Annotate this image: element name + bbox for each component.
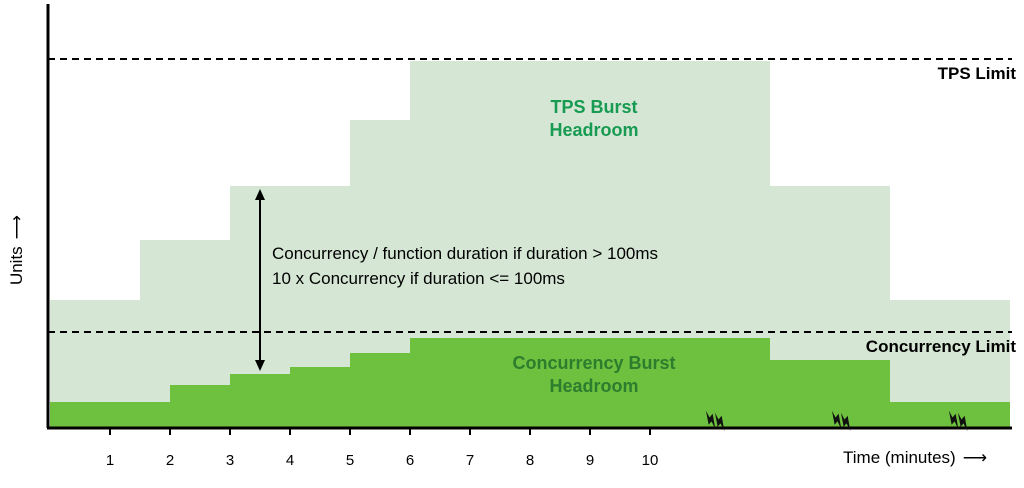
headroom-formula-line1: Concurrency / function duration if durat… xyxy=(272,244,659,263)
tps-burst-headroom-label-line1: TPS Burst xyxy=(550,97,638,117)
x-tick-label: 8 xyxy=(525,452,535,469)
y-axis-label: Units ⟶ xyxy=(7,215,27,285)
throttle-icon xyxy=(948,410,968,432)
x-tick-label: 1 xyxy=(105,452,115,469)
lightning-bolt xyxy=(957,412,968,432)
lightning-bolt xyxy=(705,410,716,430)
lightning-bolt xyxy=(714,412,725,432)
concurrency-area-shape xyxy=(50,338,1010,428)
headroom-formula-line2: 10 x Concurrency if duration <= 100ms xyxy=(272,268,565,288)
tps-limit-label: TPS Limit xyxy=(937,64,1016,83)
x-axis-label-text: Time (minutes) xyxy=(843,448,956,467)
lightning-bolt xyxy=(831,410,842,430)
x-tick-label: 3 xyxy=(225,452,235,469)
headroom-arrow-top-head xyxy=(255,189,265,200)
x-tick-label: 7 xyxy=(465,452,475,469)
concurrency-burst-headroom-label-line2: Headroom xyxy=(549,376,639,397)
x-axis-label: Time (minutes) ⟶ xyxy=(843,448,987,468)
lightning-bolt xyxy=(948,410,959,430)
x-tick-label: 4 xyxy=(285,452,295,469)
lightning-bolt xyxy=(840,412,851,432)
x-tick-label: 6 xyxy=(405,452,415,469)
tps-burst-headroom-label: TPS Burst Headroom xyxy=(549,96,638,143)
concurrency-limit-label: Concurrency Limit xyxy=(865,337,1016,356)
headroom-formula-annotation: Concurrency / function duration if durat… xyxy=(272,242,658,291)
y-axis-label-text: Units xyxy=(7,246,26,286)
x-tick-label: 9 xyxy=(585,452,595,469)
concurrency-burst-headroom-label: Concurrency Burst Headroom xyxy=(512,352,675,399)
throttle-icon xyxy=(831,410,851,432)
throttle-icon xyxy=(705,410,725,432)
tps-burst-headroom-label-line2: Headroom xyxy=(549,120,639,141)
headroom-arrow-bottom-head xyxy=(255,360,265,371)
x-tick-label: 2 xyxy=(165,452,175,469)
x-tick-label: 5 xyxy=(345,452,355,469)
tps-area-shape xyxy=(50,61,1010,428)
x-tick-label: 10 xyxy=(641,452,659,469)
y-axis-arrow-icon: ⟶ xyxy=(7,214,26,240)
x-axis-arrow-icon: ⟶ xyxy=(962,448,988,467)
concurrency-burst-headroom-label-line1: Concurrency Burst xyxy=(512,353,676,373)
